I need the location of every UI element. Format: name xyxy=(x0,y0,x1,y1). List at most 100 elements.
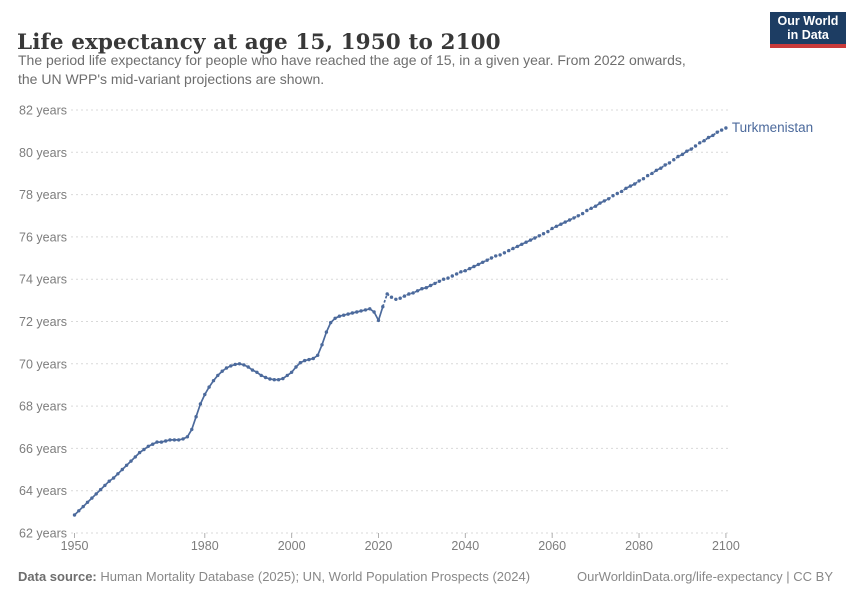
data-point xyxy=(259,373,263,378)
data-point xyxy=(237,362,242,366)
data-point xyxy=(528,238,533,242)
data-point xyxy=(155,440,159,444)
data-point xyxy=(294,365,298,369)
x-axis-tick-label: 2020 xyxy=(365,539,393,553)
data-point xyxy=(120,467,125,472)
data-point xyxy=(455,272,459,276)
data-point xyxy=(220,369,224,373)
owid-logo[interactable]: Our World in Data xyxy=(770,12,846,48)
data-point xyxy=(620,189,624,194)
data-point xyxy=(494,254,498,258)
data-point xyxy=(554,224,559,228)
data-point xyxy=(667,161,672,165)
data-point xyxy=(476,262,481,267)
data-point xyxy=(676,154,680,159)
data-source-note: Data source: Human Mortality Database (2… xyxy=(18,569,530,584)
data-point xyxy=(541,232,546,236)
data-point xyxy=(372,310,376,314)
data-point xyxy=(394,297,398,301)
data-point xyxy=(441,277,446,281)
data-point xyxy=(77,509,81,513)
x-axis-tick-label: 1950 xyxy=(61,539,89,553)
data-point xyxy=(415,289,420,293)
data-point xyxy=(376,318,381,323)
data-point xyxy=(702,139,706,143)
data-point xyxy=(337,314,342,318)
data-point xyxy=(659,166,663,170)
data-point xyxy=(177,438,181,442)
x-axis-tick-label: 2000 xyxy=(278,539,306,553)
data-point xyxy=(420,287,424,291)
data-point xyxy=(580,211,585,216)
data-point xyxy=(194,415,198,419)
data-point xyxy=(693,144,698,148)
data-point xyxy=(389,295,394,299)
data-point xyxy=(198,402,203,406)
page-title: Life expectancy at age 15, 1950 to 2100 xyxy=(17,30,501,56)
data-point xyxy=(368,307,372,311)
y-axis-tick-label: 82 years xyxy=(19,104,67,118)
y-axis-tick-label: 80 years xyxy=(19,146,67,160)
y-axis-tick-label: 76 years xyxy=(19,230,67,244)
data-point xyxy=(511,246,515,251)
data-source-text: Human Mortality Database (2025); UN, Wor… xyxy=(96,569,531,584)
data-point xyxy=(203,392,207,397)
data-point xyxy=(72,513,77,517)
data-point xyxy=(450,274,454,278)
data-point xyxy=(289,370,294,374)
data-point xyxy=(124,463,129,467)
data-point xyxy=(363,308,368,312)
data-point xyxy=(281,376,285,381)
data-point xyxy=(706,135,711,140)
data-point xyxy=(333,316,337,320)
owid-logo-line1: Our World xyxy=(777,14,839,28)
data-point xyxy=(190,427,194,432)
data-point xyxy=(533,236,537,240)
data-point xyxy=(159,440,164,444)
data-point xyxy=(346,312,350,316)
data-point xyxy=(546,229,550,234)
data-point xyxy=(263,375,268,380)
attribution-link[interactable]: OurWorldinData.org/life-expectancy | CC … xyxy=(576,569,833,584)
x-axis-tick-label: 2100 xyxy=(712,539,740,553)
data-point xyxy=(246,365,250,369)
data-point xyxy=(593,204,598,208)
data-point xyxy=(589,206,593,210)
data-point xyxy=(719,128,724,132)
data-point xyxy=(685,149,689,153)
data-point xyxy=(303,358,307,363)
data-point xyxy=(633,182,637,186)
data-line-historical[interactable] xyxy=(73,306,384,516)
y-axis-tick-label: 78 years xyxy=(19,188,67,202)
data-point xyxy=(255,370,259,374)
data-point xyxy=(402,294,407,298)
data-point xyxy=(111,476,116,480)
data-point xyxy=(585,208,589,213)
y-axis-tick-label: 72 years xyxy=(19,315,67,329)
y-axis-tick-label: 74 years xyxy=(19,273,67,287)
data-point xyxy=(602,199,606,203)
data-point xyxy=(628,184,633,188)
data-point xyxy=(459,270,463,274)
line-chart[interactable]: 62 years 64 years 66 years 68 years 70 years… xyxy=(0,98,850,560)
data-point xyxy=(142,447,146,452)
data-point xyxy=(698,141,702,145)
owid-logo-line2: in Data xyxy=(787,28,829,42)
data-point xyxy=(724,126,728,130)
entity-label-turkmenistan[interactable]: Turkmenistan xyxy=(732,120,813,135)
data-point xyxy=(520,242,524,246)
data-point xyxy=(98,487,103,492)
x-axis-tick-label: 2080 xyxy=(625,539,653,553)
data-line-projection[interactable] xyxy=(381,127,727,307)
data-point xyxy=(559,222,563,226)
data-point xyxy=(172,438,177,442)
x-axis-tick-label: 2040 xyxy=(451,539,479,553)
data-point xyxy=(181,437,185,441)
data-point xyxy=(316,353,320,357)
data-point xyxy=(272,378,276,382)
data-point xyxy=(385,292,389,296)
data-point xyxy=(537,234,541,238)
data-point xyxy=(563,220,567,224)
x-axis-tick-label: 1980 xyxy=(191,539,219,553)
